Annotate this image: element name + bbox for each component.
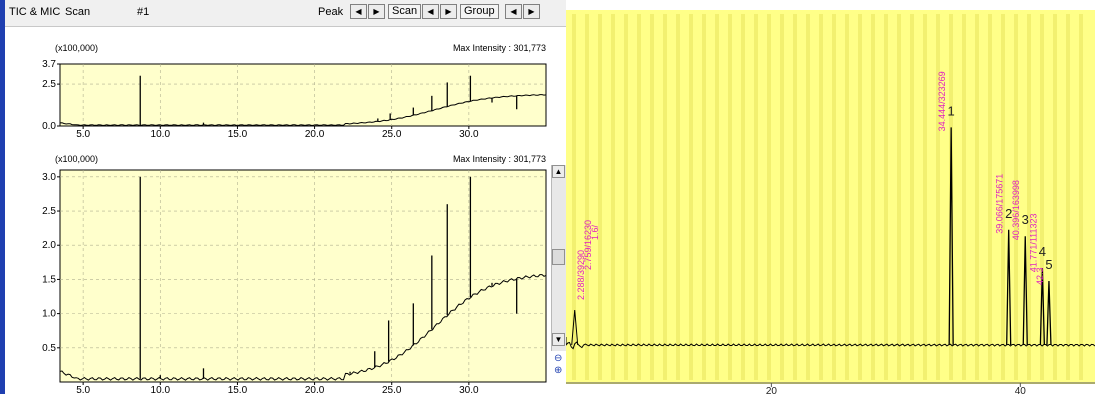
x-tick-label: 10.0	[151, 129, 171, 140]
ms-chromatogram-panels: (x100,000)TICMax Intensity : 301,773Time…	[42, 43, 547, 394]
x-tick-label: 40	[1015, 386, 1027, 394]
vertical-scrollbar[interactable]: ▲ ▼	[551, 165, 566, 351]
early-peak-annotation: 2.759/16230	[583, 220, 593, 270]
mode-label: TIC & MIC	[9, 6, 61, 18]
chromatogram-peak	[1046, 280, 1052, 346]
scan-nav-label: Scan	[388, 4, 422, 19]
x-tick-label: 25.0	[382, 385, 402, 394]
plot-area	[59, 169, 547, 383]
window-edge	[0, 0, 5, 394]
y-tick-label: 0.0	[42, 121, 56, 132]
peak-annotation: 42.3	[1035, 267, 1045, 285]
x-tick-label: 20	[766, 386, 778, 394]
x-tick-label: 15.0	[228, 129, 248, 140]
peak-number-label: 4	[1039, 244, 1046, 259]
group-prev-button[interactable]: ◀	[505, 4, 522, 19]
zoom-out-icon[interactable]: ⊖	[554, 353, 563, 364]
chromatogram-printout: 20 40 1 34.444/323269 2 39.066/175671 3 40.396/…	[566, 0, 1095, 394]
scan-number: #1	[137, 6, 150, 18]
x-tick-label: 5.0	[76, 129, 90, 140]
chromatogram-toolbar: TIC & MIC Scan #1 Peak ◀ ▶ Scan ◀ ▶ Grou…	[5, 0, 566, 27]
y-tick-label: 3.7	[42, 59, 56, 70]
software-panel: TIC & MIC Scan #1 Peak ◀ ▶ Scan ◀ ▶ Grou…	[0, 0, 566, 394]
chromatogram-peak	[1039, 268, 1046, 346]
x-tick-label: 20.0	[305, 385, 325, 394]
integrated-chromatogram: 20 40 134.444/323269 239.066/175671 340.396/…	[566, 10, 1095, 394]
early-peak-annotation: 1.6/	[590, 224, 600, 240]
scroll-down-button[interactable]: ▼	[552, 333, 565, 346]
zoom-controls[interactable]: ⊖ ⊕	[554, 353, 566, 377]
max-intensity-label: Max Intensity : 301,773	[453, 43, 546, 53]
scan-label: Scan	[65, 6, 91, 18]
early-peak-annotation: 2.288/39290	[576, 250, 586, 300]
chromatogram-peak	[1022, 236, 1028, 346]
panel-detail: (x100,000)TICMax Intensity : 301,773Time…	[42, 154, 547, 394]
y-tick-label: 2.5	[42, 206, 56, 217]
x-tick-label: 15.0	[228, 385, 248, 394]
early-peak	[571, 309, 579, 346]
scan-next-button[interactable]: ▶	[440, 4, 457, 19]
chromatogram-peak	[1006, 229, 1012, 346]
y-tick-label: 2.0	[42, 240, 56, 251]
x-tick-label: 5.0	[76, 385, 90, 394]
peak-number-label: 5	[1045, 257, 1052, 272]
max-intensity-label: Max Intensity : 301,773	[453, 154, 546, 164]
y-tick-label: 1.0	[42, 309, 56, 320]
y-tick-label: 2.5	[42, 79, 56, 90]
tic-trace	[59, 94, 547, 126]
peak-annotation: 40.396/163998	[1011, 180, 1021, 240]
peak-next-button[interactable]: ▶	[368, 4, 385, 19]
scan-prev-button[interactable]: ◀	[422, 4, 439, 19]
panel-overview: (x100,000)TICMax Intensity : 301,773Time…	[42, 43, 547, 140]
peak-prev-button[interactable]: ◀	[350, 4, 367, 19]
peak-number-label: 1	[948, 103, 955, 118]
peak-number-label: 3	[1022, 212, 1029, 227]
group-next-button[interactable]: ▶	[523, 4, 540, 19]
y-tick-label: 0.5	[42, 343, 56, 354]
peak-annotation: 39.066/175671	[995, 174, 1005, 234]
scroll-thumb[interactable]	[552, 249, 565, 265]
peak-annotation: 34.444/323269	[937, 71, 947, 131]
x-tick-label: 10.0	[151, 385, 171, 394]
zoom-in-icon[interactable]: ⊕	[554, 365, 563, 376]
y-tick-label: 3.0	[42, 172, 56, 183]
group-label: Group	[460, 4, 499, 19]
tic-trace	[59, 274, 547, 381]
x-tick-label: 30.0	[459, 385, 479, 394]
peak-number-label: 2	[1005, 206, 1012, 221]
x-tick-label: 25.0	[382, 129, 402, 140]
peak-annotation: 41.771/111323	[1028, 213, 1038, 272]
chromatogram-peak	[948, 127, 954, 346]
peak-label: Peak	[318, 6, 344, 18]
x-tick-label: 20.0	[305, 129, 325, 140]
multiplier-label: (x100,000)	[55, 154, 98, 164]
plot-area	[59, 63, 547, 127]
scroll-up-button[interactable]: ▲	[552, 165, 565, 178]
multiplier-label: (x100,000)	[55, 43, 98, 53]
y-tick-label: 1.5	[42, 274, 56, 285]
x-tick-label: 30.0	[459, 129, 479, 140]
